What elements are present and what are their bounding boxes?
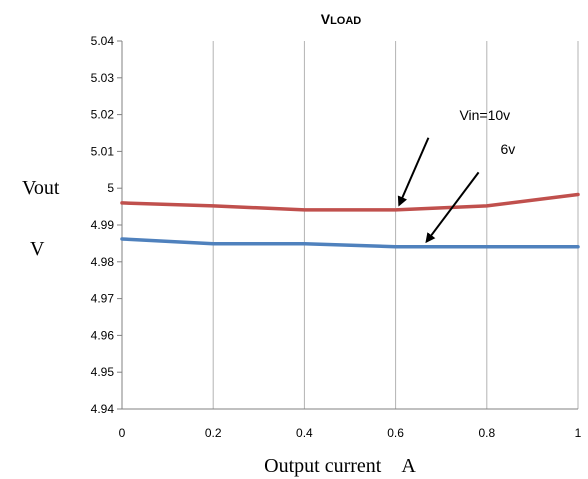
annotation-arrow-1 xyxy=(397,137,430,207)
annotation-arrow-2 xyxy=(425,171,480,244)
x-tick-label: 1 xyxy=(575,426,582,440)
y-tick-label: 5 xyxy=(107,181,114,195)
annotation-label-1: Vin=10v xyxy=(459,107,510,123)
x-tick-label: 0.8 xyxy=(478,426,495,440)
series-line-2 xyxy=(120,237,580,249)
x-axis-label: Output current A xyxy=(264,455,416,477)
grid-lines xyxy=(212,41,579,409)
y-tick-label: 4.99 xyxy=(91,218,115,232)
y-axis-label-bottom: V xyxy=(30,238,45,260)
series-layer xyxy=(120,192,580,249)
y-tick-label: 5.01 xyxy=(91,144,115,158)
x-tick-label: 0.6 xyxy=(387,426,404,440)
y-tick-label: 5.03 xyxy=(91,71,115,85)
y-tick-label: 4.97 xyxy=(91,292,115,306)
annotations: Vin=10v 6v xyxy=(397,107,515,244)
y-tick-label: 4.96 xyxy=(91,328,115,342)
y-tick-label: 4.95 xyxy=(91,365,115,379)
y-tick-label: 4.98 xyxy=(91,255,115,269)
chart-title-rest: LOAD xyxy=(330,15,361,27)
y-tick-label: 5.04 xyxy=(91,34,115,48)
x-tick-label: 0.4 xyxy=(296,426,313,440)
y-tick-label: 4.94 xyxy=(91,402,115,416)
axes xyxy=(117,40,578,410)
chart-title: VLOAD xyxy=(321,11,362,27)
x-tick-label: 0 xyxy=(119,426,126,440)
series-line-1 xyxy=(120,192,580,212)
x-tick-label: 0.2 xyxy=(205,426,222,440)
tick-labels: 4.94 4.95 4.96 4.97 4.98 4.99 5 5.01 5.02 5.03 5.0… xyxy=(91,34,582,440)
annotation-label-2: 6v xyxy=(500,141,515,157)
y-tick-label: 5.02 xyxy=(91,108,115,122)
y-axis-label-top: Vout xyxy=(22,177,60,199)
chart-title-lead: V xyxy=(321,11,331,27)
